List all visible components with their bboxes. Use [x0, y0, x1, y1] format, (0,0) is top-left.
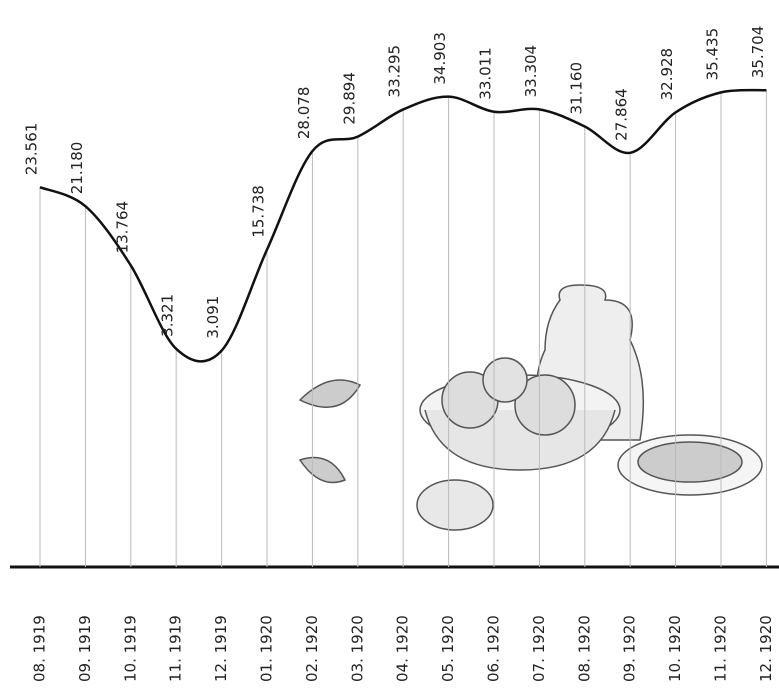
value-label: 35.704: [749, 26, 767, 79]
x-tick-label: 04. 1920: [394, 615, 412, 682]
x-tick-label: 10. 1920: [666, 615, 684, 682]
value-label: 33.295: [386, 45, 404, 98]
value-label: 33.304: [522, 45, 540, 98]
x-tick-label: 09. 1919: [76, 615, 94, 682]
value-label: 31.160: [567, 62, 585, 115]
x-tick-label: 05. 1920: [439, 615, 457, 682]
value-label: 13.764: [113, 201, 131, 254]
value-label: 21.180: [68, 142, 86, 194]
x-tick-label: 01. 1920: [258, 615, 276, 682]
x-tick-label: 11. 1919: [167, 615, 185, 682]
value-label: 34.903: [431, 32, 449, 85]
value-label: 35.435: [704, 28, 722, 81]
x-tick-label: 10. 1919: [121, 615, 139, 682]
illustration: [300, 285, 762, 530]
value-label: 32.928: [658, 48, 676, 101]
value-label: 23.561: [23, 123, 41, 176]
value-label: 29.894: [340, 72, 358, 125]
x-tick-label: 12. 1920: [757, 615, 775, 682]
value-label: 28.078: [295, 87, 313, 140]
x-tick-label: 12. 1919: [212, 615, 230, 682]
value-label: 33.011: [477, 47, 495, 100]
x-tick-label: 06. 1920: [485, 615, 503, 682]
chart: 23.561 21.180 13.764 3.321 3.091 15.738 28.078…: [0, 0, 779, 689]
x-tick-label: 09. 1920: [621, 615, 639, 682]
value-label: 27.864: [613, 88, 631, 141]
value-label: 3.091: [204, 296, 222, 339]
value-label: 3.321: [159, 294, 177, 337]
x-tick-label: 11. 1920: [712, 615, 730, 682]
x-tick-label: 08. 1919: [31, 615, 49, 682]
x-tick-label: 08. 1920: [575, 615, 593, 682]
x-tick-label: 02. 1920: [303, 615, 321, 682]
x-tick-label: 03. 1920: [348, 615, 366, 682]
value-label: 15.738: [250, 185, 268, 238]
x-tick-label: 07. 1920: [530, 615, 548, 682]
